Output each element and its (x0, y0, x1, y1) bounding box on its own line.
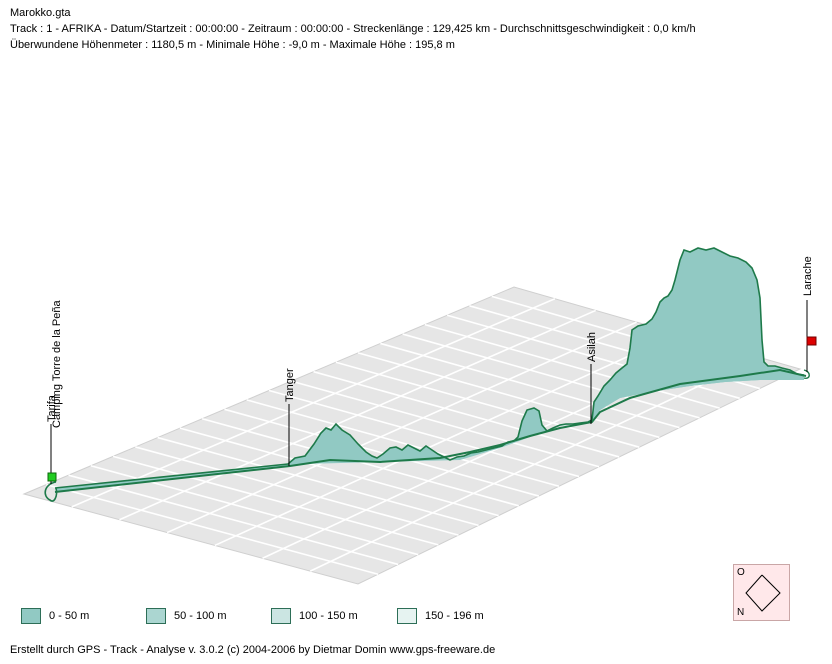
waypoint-label-camping: Camping Torre de la Peña (51, 300, 63, 428)
waypoint-label-asilah: Asilah (586, 332, 598, 362)
compass-north-label: N (737, 607, 745, 618)
legend-item-50-100: 50 - 100 m (146, 606, 227, 626)
legend-item-0-50: 0 - 50 m (21, 606, 89, 626)
grid-line (224, 408, 540, 497)
legend-swatch-100-150 (271, 608, 291, 624)
legend-label-0-50: 0 - 50 m (49, 610, 90, 622)
waypoint-label-tarifa: Tarifa (46, 394, 58, 422)
grid-line (246, 399, 560, 488)
waypoint-label-tanger: Tanger (284, 368, 296, 402)
grid-line (157, 436, 479, 527)
end-marker (806, 336, 817, 346)
grid-line (402, 333, 700, 419)
grid-line (357, 352, 660, 439)
compass: O N (733, 564, 790, 621)
grid-line (46, 483, 379, 575)
end-loop (803, 369, 810, 380)
floor-grid (46, 295, 781, 575)
grid-line (214, 333, 678, 547)
grid-line (71, 297, 556, 508)
grid-line (135, 446, 459, 536)
legend-swatch-50-100 (146, 608, 166, 624)
grid-line (424, 323, 720, 409)
grid-line (291, 380, 600, 468)
grid-line (68, 474, 399, 566)
grid-line (179, 427, 499, 517)
file-title: Marokko.gta (10, 7, 71, 19)
compass-east-label: O (737, 567, 745, 578)
grid-line (335, 361, 640, 448)
track-ground-line (54, 368, 807, 493)
grid-line (112, 455, 439, 546)
legend-item-100-150: 100 - 150 m (271, 606, 358, 626)
grid-line (119, 309, 597, 521)
legend-item-150-196: 150 - 196 m (397, 606, 484, 626)
elevation-info-line: Überwundene Höhenmeter : 1180,5 m - Mini… (10, 39, 455, 51)
legend-label-100-150: 100 - 150 m (299, 610, 358, 622)
start-marker (47, 472, 57, 482)
grid-line (313, 370, 620, 458)
legend-swatch-0-50 (21, 608, 41, 624)
legend-label-150-196: 150 - 196 m (425, 610, 484, 622)
track-elevation-line (54, 247, 805, 489)
waypoint-label-larache: Larache (802, 256, 814, 296)
track-info-line: Track : 1 - AFRIKA - Datum/Startzeit : 0… (10, 23, 696, 35)
start-loop (44, 481, 58, 502)
grid-line (268, 389, 580, 478)
footer-credits: Erstellt durch GPS - Track - Analyse v. … (10, 644, 496, 656)
compass-arrow-icon (745, 574, 781, 612)
legend-label-50-100: 50 - 100 m (174, 610, 227, 622)
grid-line (309, 356, 760, 572)
legend-swatch-150-196 (397, 608, 417, 624)
grid-line (166, 321, 637, 534)
grid-line (380, 342, 680, 429)
